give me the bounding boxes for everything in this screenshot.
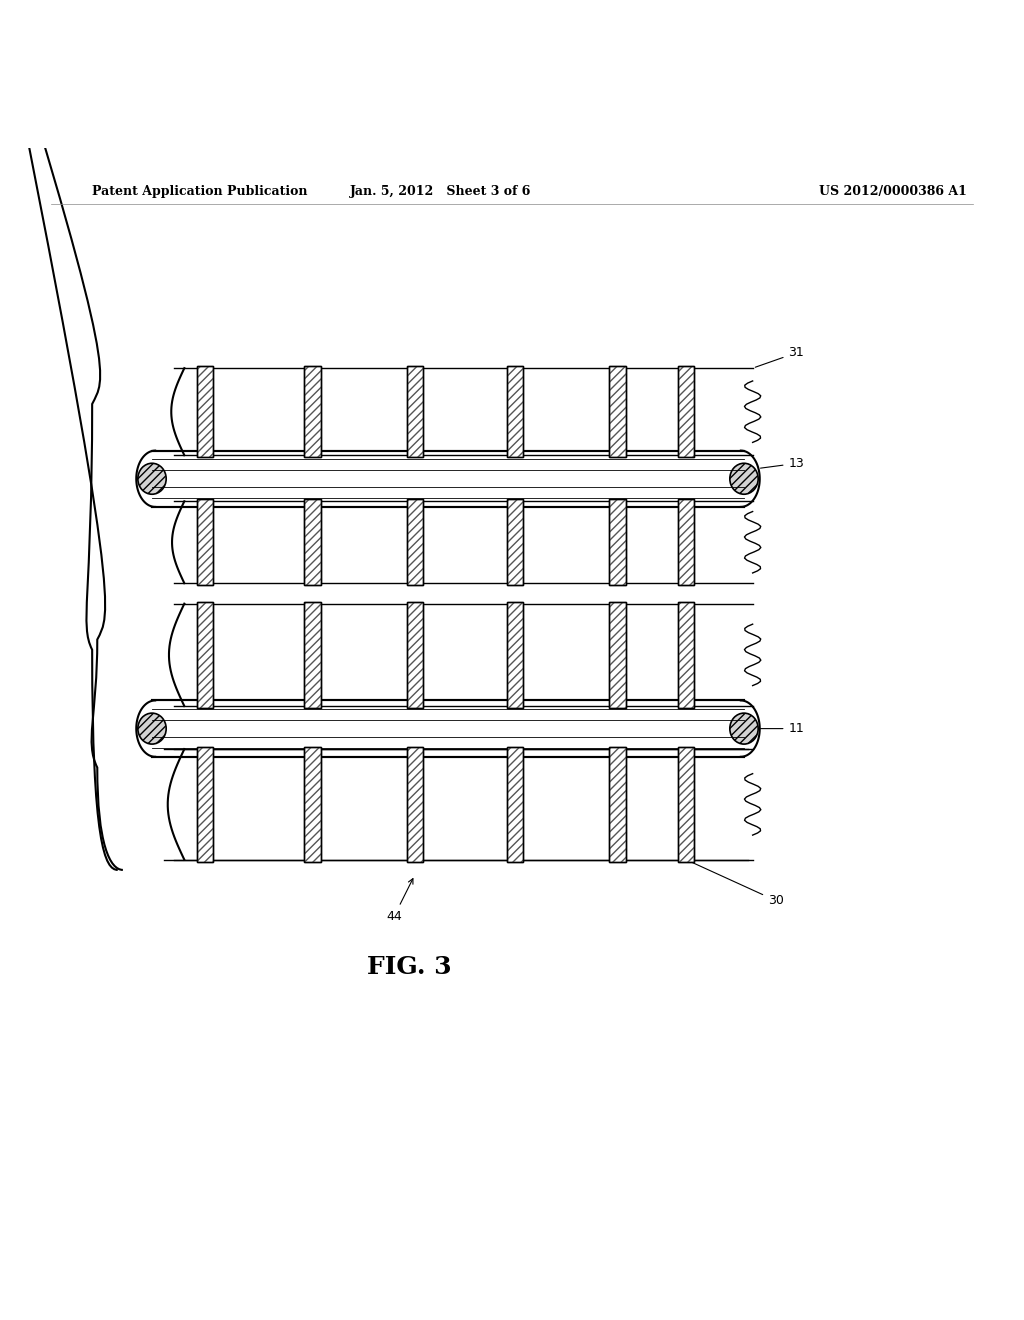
Bar [407, 747, 423, 862]
Bar [678, 366, 694, 457]
Bar [304, 602, 321, 708]
Bar [507, 747, 523, 862]
Text: US 2012/0000386 A1: US 2012/0000386 A1 [819, 185, 967, 198]
Bar [507, 602, 523, 708]
Text: Patent Application Publication: Patent Application Publication [92, 185, 307, 198]
Bar [507, 366, 523, 457]
Ellipse shape [138, 713, 166, 744]
Bar [678, 602, 694, 708]
Ellipse shape [730, 713, 758, 744]
Bar [407, 602, 423, 708]
Bar [407, 747, 423, 862]
Bar [407, 366, 423, 457]
Bar [407, 499, 423, 585]
Bar [197, 747, 213, 862]
Bar [609, 366, 626, 457]
Bar [609, 499, 626, 585]
Text: 30: 30 [688, 861, 784, 907]
Bar [507, 499, 523, 585]
Bar [678, 499, 694, 585]
Bar [507, 747, 523, 862]
Bar [507, 602, 523, 708]
Bar [609, 499, 626, 585]
Bar [197, 602, 213, 708]
Text: Jan. 5, 2012   Sheet 3 of 6: Jan. 5, 2012 Sheet 3 of 6 [349, 185, 531, 198]
Bar [197, 499, 213, 585]
Bar [152, 450, 744, 507]
Ellipse shape [730, 463, 758, 494]
Bar [407, 499, 423, 585]
Bar [407, 366, 423, 457]
Bar [407, 602, 423, 708]
Bar [609, 602, 626, 708]
Bar [304, 747, 321, 862]
Bar [609, 747, 626, 862]
Bar [304, 747, 321, 862]
Bar [304, 747, 321, 862]
Bar [507, 499, 523, 585]
Bar [678, 747, 694, 862]
Text: FIG. 3: FIG. 3 [368, 956, 452, 979]
Bar [407, 499, 423, 585]
Text: 13: 13 [761, 457, 804, 470]
Bar [609, 366, 626, 457]
Bar [678, 499, 694, 585]
Bar [507, 602, 523, 708]
Bar [304, 602, 321, 708]
Bar [304, 499, 321, 585]
Bar [304, 499, 321, 585]
Bar [197, 747, 213, 862]
Bar [678, 366, 694, 457]
Bar [678, 499, 694, 585]
Bar [609, 747, 626, 862]
Bar [609, 366, 626, 457]
Bar [609, 602, 626, 708]
Bar [609, 499, 626, 585]
Bar [197, 602, 213, 708]
Text: 11: 11 [761, 722, 804, 735]
Bar [197, 366, 213, 457]
Text: 31: 31 [756, 346, 804, 367]
Bar [678, 602, 694, 708]
Bar [304, 602, 321, 708]
Ellipse shape [138, 463, 166, 494]
Bar [304, 366, 321, 457]
Bar [197, 747, 213, 862]
Bar [197, 499, 213, 585]
Bar [197, 366, 213, 457]
Bar [197, 499, 213, 585]
Bar [304, 366, 321, 457]
Bar [507, 366, 523, 457]
Bar [678, 747, 694, 862]
Bar [609, 602, 626, 708]
Bar [507, 366, 523, 457]
Bar [197, 602, 213, 708]
Bar [304, 499, 321, 585]
Bar [507, 499, 523, 585]
Bar [678, 366, 694, 457]
Bar [197, 366, 213, 457]
Bar [609, 747, 626, 862]
Text: 44: 44 [386, 879, 413, 923]
Bar [304, 366, 321, 457]
Bar [678, 747, 694, 862]
Bar [507, 747, 523, 862]
Bar [678, 602, 694, 708]
Bar [407, 602, 423, 708]
Bar [407, 366, 423, 457]
Bar [407, 747, 423, 862]
Bar [152, 701, 744, 756]
